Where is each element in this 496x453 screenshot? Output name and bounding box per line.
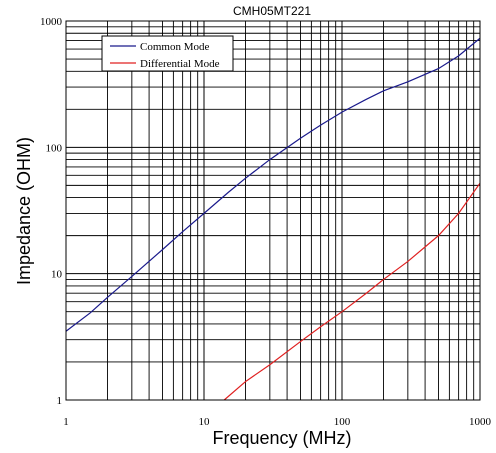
x-tick-label: 1: [63, 416, 69, 428]
y-axis-label: Impedance (OHM): [14, 137, 34, 285]
y-tick-label: 10: [51, 269, 63, 281]
legend-label-common-mode: Common Mode: [140, 41, 209, 53]
legend-label-differential-mode: Differential Mode: [140, 58, 220, 70]
chart-title: CMH05MT221: [233, 4, 311, 18]
x-tick-label: 1000: [469, 416, 492, 428]
y-tick-label: 100: [46, 142, 63, 154]
plot-grid: [65, 21, 480, 401]
legend: Common Mode Differential Mode: [101, 35, 234, 72]
plot-frame: [65, 20, 481, 401]
x-tick-label: 10: [199, 416, 211, 428]
y-tick-label: 1: [57, 395, 63, 407]
legend-box: [101, 35, 234, 72]
series-layer: [65, 37, 481, 401]
x-axis-label: Frequency (MHz): [212, 428, 351, 448]
series-line-common-mode: [65, 37, 481, 332]
tick-labels: 1 10 100 1000 1 10 100 1000: [40, 16, 492, 428]
y-tick-label: 1000: [40, 16, 63, 28]
series-line-differential-mode: [223, 182, 481, 401]
x-tick-label: 100: [334, 416, 351, 428]
